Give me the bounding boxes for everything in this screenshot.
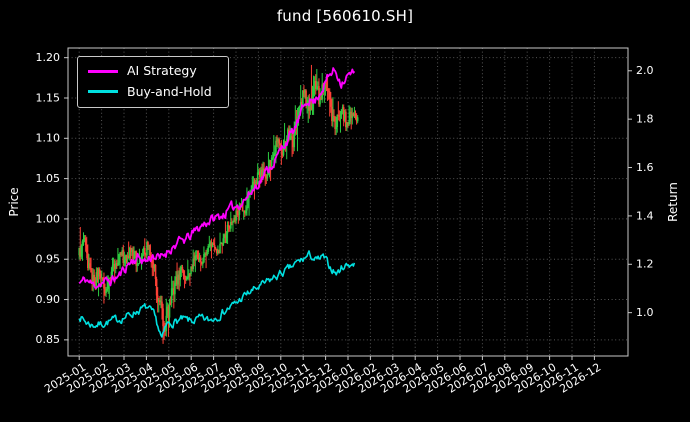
legend-item-buy-and-hold: Buy-and-Hold <box>88 83 212 99</box>
legend: AI Strategy Buy-and-Hold <box>77 56 229 108</box>
left-axis-label: Price <box>7 187 21 217</box>
buy-and-hold-line-swatch <box>88 90 118 94</box>
legend-label-buy-and-hold: Buy-and-Hold <box>127 83 212 99</box>
legend-item-ai-strategy: AI Strategy <box>88 63 212 78</box>
legend-label-ai-strategy: AI Strategy <box>127 63 197 78</box>
ai-strategy-line-swatch <box>88 69 118 73</box>
chart-title: fund [560610.SH] <box>276 7 414 25</box>
right-axis-label: Return <box>666 182 680 222</box>
